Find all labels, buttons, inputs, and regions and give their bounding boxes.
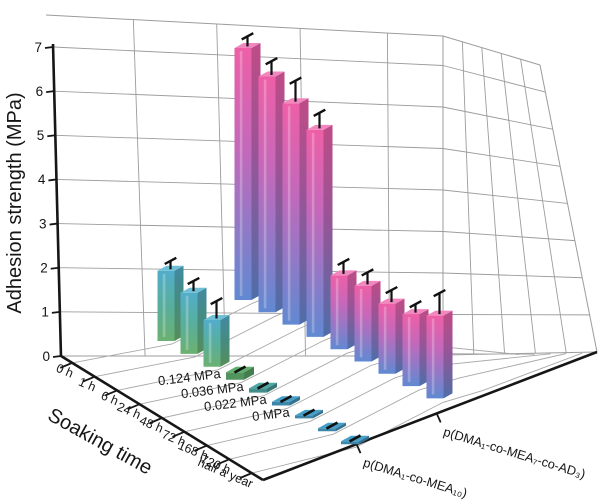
y-axis: 0 1 2 3 4 5 6 7 (34, 40, 62, 364)
bars-series-1 (234, 32, 453, 399)
svg-text:7: 7 (34, 40, 42, 55)
svg-text:2: 2 (40, 261, 48, 276)
svg-text:1 h: 1 h (76, 375, 98, 395)
svg-text:1: 1 (41, 305, 49, 320)
right-wall (442, 35, 598, 356)
svg-text:0 MPa: 0 MPa (251, 404, 291, 424)
svg-text:Adhesion strength (MPa): Adhesion strength (MPa) (4, 92, 26, 313)
svg-text:0 h: 0 h (54, 361, 76, 381)
svg-text:4: 4 (38, 172, 46, 187)
svg-text:6: 6 (36, 84, 44, 99)
svg-text:5: 5 (37, 128, 45, 143)
svg-text:3: 3 (39, 216, 47, 231)
bars-series-0 (157, 256, 369, 445)
left-wall (45, 14, 444, 357)
svg-text:0: 0 (42, 349, 50, 364)
svg-text:6 h: 6 h (99, 389, 121, 409)
